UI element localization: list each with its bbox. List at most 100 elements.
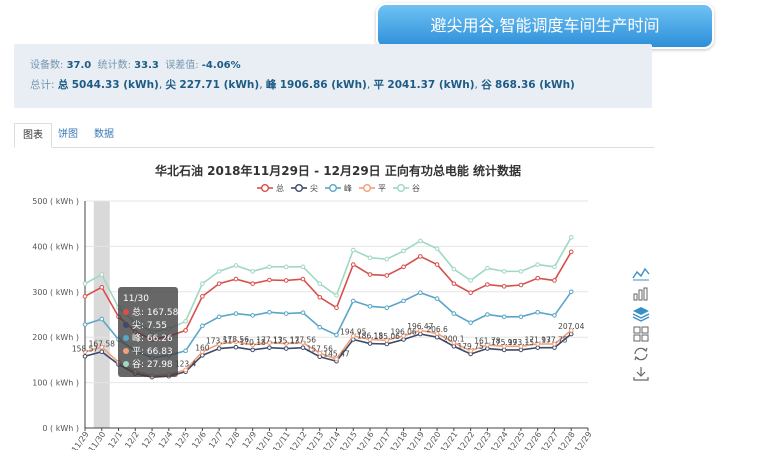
tab-chart[interactable]: 图表 (14, 123, 52, 148)
data-label: 206.6 (426, 325, 448, 334)
data-point (300, 310, 306, 315)
y-tick-label: 500 ( kWh ) (32, 197, 79, 206)
data-point (82, 349, 88, 355)
legend-marker (261, 183, 270, 192)
tooltip-row: 峰: 66.26 (132, 333, 173, 344)
data-label: 171.93 (525, 336, 551, 345)
data-point (501, 314, 507, 320)
data-point (401, 333, 406, 339)
data-point (82, 281, 88, 286)
data-point (418, 328, 423, 333)
data-label: 186.15 (357, 332, 383, 341)
data-point (283, 311, 289, 316)
data-point (468, 348, 473, 354)
tip-callout: 避尖用谷,智能调度车间生产时间 (376, 3, 714, 49)
data-point (367, 255, 373, 261)
x-tick-label: 12/6 (190, 430, 208, 450)
data-point (485, 312, 490, 317)
data-point (434, 331, 440, 336)
data-point (568, 328, 574, 333)
y-tick-label: 0 ( kWh ) (42, 424, 79, 433)
tooltip-marker (123, 348, 129, 354)
data-point (283, 346, 289, 351)
y-tick-label: 200 ( kWh ) (32, 333, 79, 342)
data-point (401, 337, 406, 342)
tooltip-row: 谷: 27.98 (132, 359, 173, 370)
data-point (418, 254, 423, 259)
total-all-name: 总 (57, 79, 69, 91)
data-point (384, 256, 390, 262)
data-point (401, 298, 406, 304)
device-count-label: 设备数: (30, 60, 64, 71)
data-point (535, 309, 541, 315)
device-count-value: 37.0 (66, 60, 92, 71)
data-label: 177.13 (256, 336, 282, 345)
data-point (267, 277, 272, 283)
data-point (535, 275, 541, 281)
tooltip-title: 11/30 (123, 294, 149, 304)
restore-icon[interactable] (632, 346, 650, 362)
line-chart-icon[interactable] (632, 266, 650, 282)
data-point (485, 265, 490, 271)
data-label: 157.56 (307, 345, 333, 354)
data-point (216, 341, 222, 347)
tab-data[interactable]: 数据 (94, 129, 114, 140)
stats-totals-line: 总计: 总 5044.33 (kWh), 尖 227.71 (kWh), 峰 1… (30, 79, 575, 91)
data-point (300, 264, 306, 270)
tiled-icon[interactable] (632, 326, 650, 342)
data-point (535, 341, 541, 347)
save-image-icon[interactable] (632, 366, 650, 382)
data-point (99, 349, 105, 355)
data-point (568, 235, 574, 240)
tooltip-marker (123, 322, 129, 328)
data-point (250, 313, 255, 318)
tab-pie[interactable]: 饼图 (58, 129, 78, 140)
tooltip-row: 尖: 7.55 (132, 319, 167, 331)
data-point (82, 322, 88, 327)
data-point (267, 309, 272, 315)
bar-chart-icon[interactable] (632, 286, 650, 302)
data-label: 196.06 (390, 327, 416, 336)
data-point (485, 342, 490, 348)
data-label: 175.13 (273, 337, 299, 346)
data-point (183, 328, 188, 333)
stack-icon[interactable] (632, 306, 650, 322)
data-point (384, 273, 390, 278)
legend-marker (363, 183, 372, 192)
x-tick-label: 12/3 (140, 430, 158, 450)
data-point (501, 269, 507, 274)
hover-tooltip: 11/30 总: 167.58尖: 7.55 峰: 66.26 平: 66.83 谷: … (118, 287, 179, 377)
data-point (552, 278, 557, 283)
data-label: 177.75 (541, 336, 567, 345)
data-label: 123.4 (175, 360, 197, 369)
data-point (334, 356, 339, 362)
data-point (552, 345, 557, 350)
tooltip-marker (123, 361, 129, 367)
data-label: 158.57 (72, 344, 98, 353)
total-peak-value: 1906.86 (kWh) (279, 79, 367, 91)
legend-label-谷: 谷 (412, 184, 420, 193)
legend-label-平: 平 (378, 184, 386, 193)
data-point (451, 340, 457, 345)
data-label: 161.78 (474, 337, 500, 346)
data-point (233, 344, 239, 350)
data-point (451, 266, 457, 272)
data-point (233, 263, 239, 268)
data-point (216, 314, 222, 320)
data-label: 175.99 (491, 338, 517, 347)
data-point (350, 298, 356, 304)
stat-count-value: 33.3 (134, 60, 159, 71)
data-label: 196.47 (407, 322, 433, 331)
x-tick-label: 12/2 (123, 430, 141, 450)
legend-label-尖: 尖 (310, 183, 318, 193)
data-point (552, 264, 557, 270)
data-point (216, 346, 222, 351)
total-sharp-value: 227.71 (kWh) (179, 79, 260, 91)
data-label: 160 (195, 343, 210, 352)
legend-marker (295, 183, 304, 192)
data-point (501, 347, 507, 353)
tooltip-row: 平: 66.83 (132, 346, 173, 357)
total-flat-value: 2041.37 (kWh) (387, 79, 475, 91)
x-tick-label: 12/29 (573, 430, 594, 450)
data-point (552, 313, 557, 318)
